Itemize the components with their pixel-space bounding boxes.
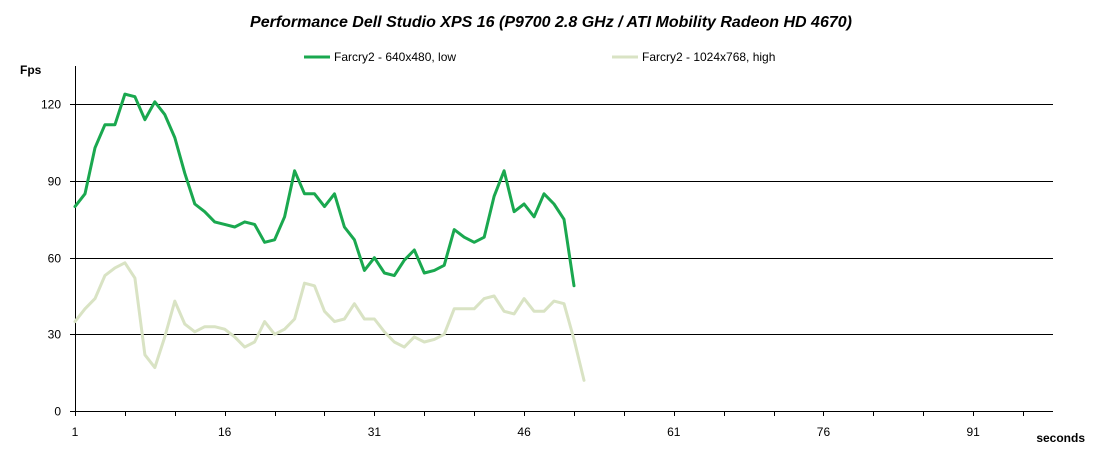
x-tick-label: 61 xyxy=(667,425,681,439)
y-tick-label: 60 xyxy=(48,252,62,266)
y-tick-label: 120 xyxy=(41,98,61,112)
x-tick-label: 91 xyxy=(966,425,980,439)
x-tick-label: 16 xyxy=(218,425,232,439)
legend: Farcry2 - 640x480, low Farcry2 - 1024x76… xyxy=(304,50,775,64)
x-tick-label: 1 xyxy=(72,425,79,439)
x-tick-label: 76 xyxy=(817,425,831,439)
grid-layer xyxy=(75,104,1053,335)
y-tick-label: 30 xyxy=(48,328,62,342)
series-line-1 xyxy=(73,92,576,288)
y-tick-label: 0 xyxy=(54,405,61,419)
axis-layer xyxy=(75,66,1053,412)
x-axis-title: seconds xyxy=(1036,431,1085,445)
x-tick-label: 31 xyxy=(368,425,382,439)
y-tick-label: 90 xyxy=(48,175,62,189)
tick-layer: 0 30 60 90 120 1 16 31 46 61 76 91 xyxy=(41,98,1024,439)
x-tick-label: 46 xyxy=(517,425,531,439)
series-line-2 xyxy=(73,261,586,382)
y-axis-title: Fps xyxy=(20,63,42,77)
legend-label-series-2: Farcry2 - 1024x768, high xyxy=(642,50,775,64)
chart-title: Performance Dell Studio XPS 16 (P9700 2.… xyxy=(250,14,852,31)
legend-label-series-1: Farcry2 - 640x480, low xyxy=(334,50,456,64)
series-layer xyxy=(73,92,586,382)
